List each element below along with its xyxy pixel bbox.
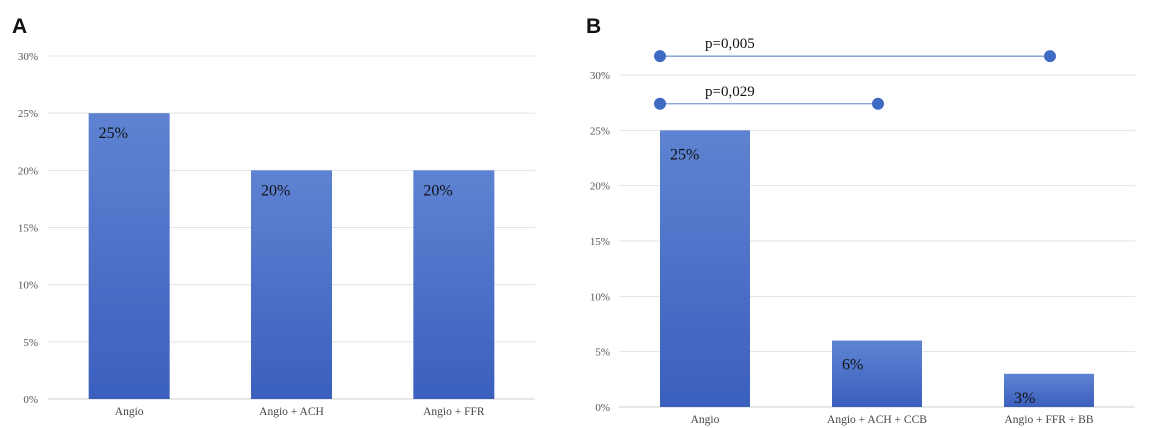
panel-a-x-axis: Angio Angio + ACH Angio + FFR (115, 406, 485, 418)
y-tick-label: 20% (590, 181, 610, 193)
panel-b-x-axis: Angio Angio + ACH + CCB Angio + FFR + BB (691, 414, 1094, 426)
y-tick-label: 0% (595, 402, 610, 414)
x-category-label: Angio (115, 406, 144, 418)
p-value-label: p=0,005 (705, 36, 755, 52)
y-tick-label: 15% (590, 236, 610, 248)
y-tick-label: 20% (18, 165, 38, 177)
panel-b: B 0%5%10%15%20%25%30% 25%6%3% Angio Angio… (586, 15, 1135, 426)
bar (832, 340, 922, 407)
y-tick-label: 25% (590, 125, 610, 137)
x-category-label: Angio + FFR + BB (1004, 414, 1093, 426)
x-category-label: Angio + FFR (423, 406, 485, 418)
bar (413, 170, 495, 399)
y-tick-label: 0% (23, 394, 38, 406)
panel-a-y-axis: 0% 5% 10% 15% 20% 25% 30% (18, 51, 38, 406)
y-tick-label: 30% (590, 70, 610, 82)
bar-value-label: 6% (842, 357, 863, 374)
y-tick-label: 25% (18, 108, 38, 120)
panel-b-letter: B (586, 15, 601, 38)
bar (660, 130, 750, 408)
x-category-label: Angio + ACH + CCB (827, 414, 927, 426)
panel-a: A 0%5%10%15%20%25%30% 25%20% 20% Angio Ang… (12, 15, 535, 418)
x-category-label: Angio (691, 414, 720, 426)
bar-value-label: 20% (261, 182, 290, 199)
bar-value-label: 25% (670, 146, 699, 163)
significance-endpoint (654, 50, 666, 63)
bar (251, 170, 332, 399)
bar (88, 113, 170, 400)
y-tick-label: 5% (595, 347, 610, 359)
bar-value-label: 3% (1014, 390, 1035, 407)
bar-value-label: 20% (423, 182, 452, 199)
panel-b-comparisons: p=0,005 p=0,029 (654, 36, 1056, 110)
bar (1004, 373, 1094, 407)
significance-endpoint (872, 97, 884, 110)
panel-a-bars: 25% 20% 20% (88, 113, 495, 400)
significance-endpoint (1044, 50, 1056, 63)
x-category-label: Angio + ACH (259, 406, 324, 418)
y-tick-label: 10% (590, 291, 610, 303)
panel-a-letter: A (12, 15, 27, 38)
y-tick-label: 5% (23, 337, 38, 349)
panel-b-bars: 25% 6% 3% (660, 130, 1094, 408)
y-tick-label: 30% (18, 51, 38, 63)
significance-endpoint (654, 97, 666, 110)
y-tick-label: 15% (18, 223, 38, 235)
p-value-label: p=0,029 (705, 84, 755, 100)
bar-value-label: 25% (99, 125, 128, 142)
panel-b-y-axis: 0% 5% 10% 15% 20% 25% 30% (590, 70, 610, 414)
y-tick-label: 10% (18, 280, 38, 292)
